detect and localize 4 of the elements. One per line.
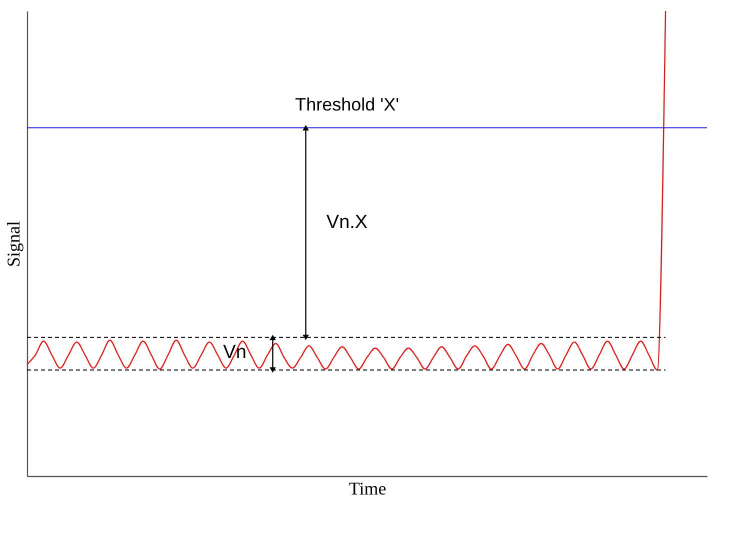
y-axis-title: Signal xyxy=(4,220,24,268)
annotation: Vn.X xyxy=(326,212,368,234)
x-axis-title: Time xyxy=(348,478,386,498)
ref-line-label: Threshold 'X' xyxy=(295,94,400,115)
